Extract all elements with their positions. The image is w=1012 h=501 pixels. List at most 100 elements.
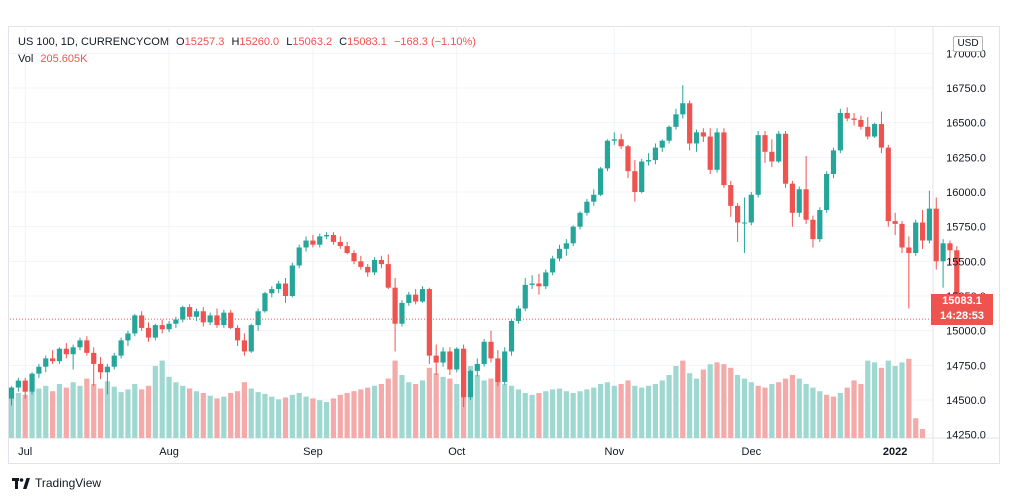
volume-bar (166, 376, 172, 438)
candle-body (598, 168, 604, 195)
candle-body (358, 261, 364, 267)
candle-body (43, 358, 49, 367)
volume-bar (296, 393, 302, 438)
candle-body (214, 315, 220, 326)
low-value: 15063.2 (292, 36, 333, 48)
candle-body (522, 284, 528, 309)
change-value: −168.3 (−1.10%) (393, 36, 476, 48)
candle-body (276, 283, 282, 290)
candle-body (495, 358, 501, 382)
candle-body (570, 226, 576, 244)
candle-body (659, 140, 665, 148)
volume-bar (228, 393, 234, 438)
candle-body (413, 294, 419, 302)
candle-body (159, 325, 165, 330)
volume-bar (56, 384, 63, 438)
candle-body (139, 315, 145, 328)
price-axis-label: 14500.0 (946, 395, 986, 407)
high-value: 15260.0 (239, 36, 280, 48)
volume-bar (365, 387, 371, 438)
price-axis-label: 16000.0 (946, 187, 986, 199)
volume-bar (419, 380, 426, 438)
price-chart[interactable]: 14250.014500.014750.015000.015250.015500… (8, 26, 1000, 464)
candle-body (543, 272, 549, 287)
volume-bar (289, 394, 295, 438)
candle-body (303, 240, 309, 248)
vol-label: Vol (18, 53, 34, 65)
candle-body (365, 266, 371, 273)
volume-bar (200, 393, 206, 438)
last-price-value: 15083.1 (942, 295, 982, 307)
tradingview-logo[interactable]: TradingView (12, 476, 101, 490)
candle-body (426, 289, 432, 356)
candle-body (132, 315, 138, 334)
candle-body (467, 370, 474, 398)
volume-bar (837, 393, 843, 438)
volume-bar (371, 385, 378, 438)
candle-body (639, 161, 645, 192)
candle-body (173, 319, 179, 324)
volume-bar (481, 380, 487, 438)
volume-bar (522, 393, 528, 438)
volume-bar (221, 396, 227, 438)
candle-body (481, 341, 487, 364)
candle-body (36, 366, 42, 374)
volume-bar (906, 358, 912, 438)
volume-bar (632, 385, 638, 438)
candle-body (228, 312, 234, 328)
volume-bar (913, 418, 919, 438)
candle-body (680, 103, 686, 115)
candle-body (118, 340, 124, 356)
volume-bar (43, 385, 49, 438)
candle-body (906, 247, 912, 254)
volume-bar (776, 382, 782, 438)
candle-body (289, 265, 295, 296)
candle-body (15, 380, 21, 388)
volume-bar (91, 384, 97, 438)
volume-bar (919, 429, 926, 438)
volume-bar (735, 375, 741, 438)
volume-bar (577, 391, 583, 438)
candle-body (433, 355, 439, 363)
volume-bar (645, 385, 652, 438)
volume-bar (625, 380, 631, 438)
candle-body (714, 132, 720, 170)
volume-bar (563, 391, 569, 438)
volume-bar (248, 388, 254, 438)
currency-badge[interactable]: USD (953, 36, 983, 52)
close-label: C (339, 36, 348, 48)
price-axis-label: 15500.0 (946, 256, 986, 268)
candle-body (645, 160, 652, 162)
price-axis-label: 14250.0 (946, 430, 986, 442)
candle-body (200, 311, 206, 323)
candle-body (111, 355, 117, 367)
candle-body (207, 315, 213, 323)
volume-bar (324, 402, 330, 438)
volume-bar (303, 396, 309, 438)
candle-body (29, 373, 35, 392)
candle-body (803, 189, 809, 220)
volume-bar (824, 394, 830, 438)
candle-body (700, 132, 706, 137)
time-axis-label: Aug (159, 446, 179, 458)
candle-body (769, 151, 775, 162)
volume-bar (145, 385, 152, 438)
volume-bar (769, 384, 775, 438)
candle-body (262, 293, 268, 312)
candle-body (872, 124, 878, 137)
volume-bar (337, 394, 343, 438)
candle-body (77, 340, 83, 348)
volume-bar (97, 388, 104, 438)
volume-bar (467, 366, 474, 438)
volume-bar (214, 398, 220, 438)
candle-body (933, 208, 939, 262)
candle-body (563, 243, 569, 249)
time-axis-label: Oct (448, 446, 465, 458)
close-value: 15083.1 (347, 36, 387, 48)
candle-body (625, 146, 631, 172)
volume-bar (132, 384, 138, 438)
volume-bar (714, 362, 720, 438)
volume-bar (139, 389, 145, 438)
volume-bar (488, 378, 494, 438)
volume-bar (550, 389, 556, 438)
